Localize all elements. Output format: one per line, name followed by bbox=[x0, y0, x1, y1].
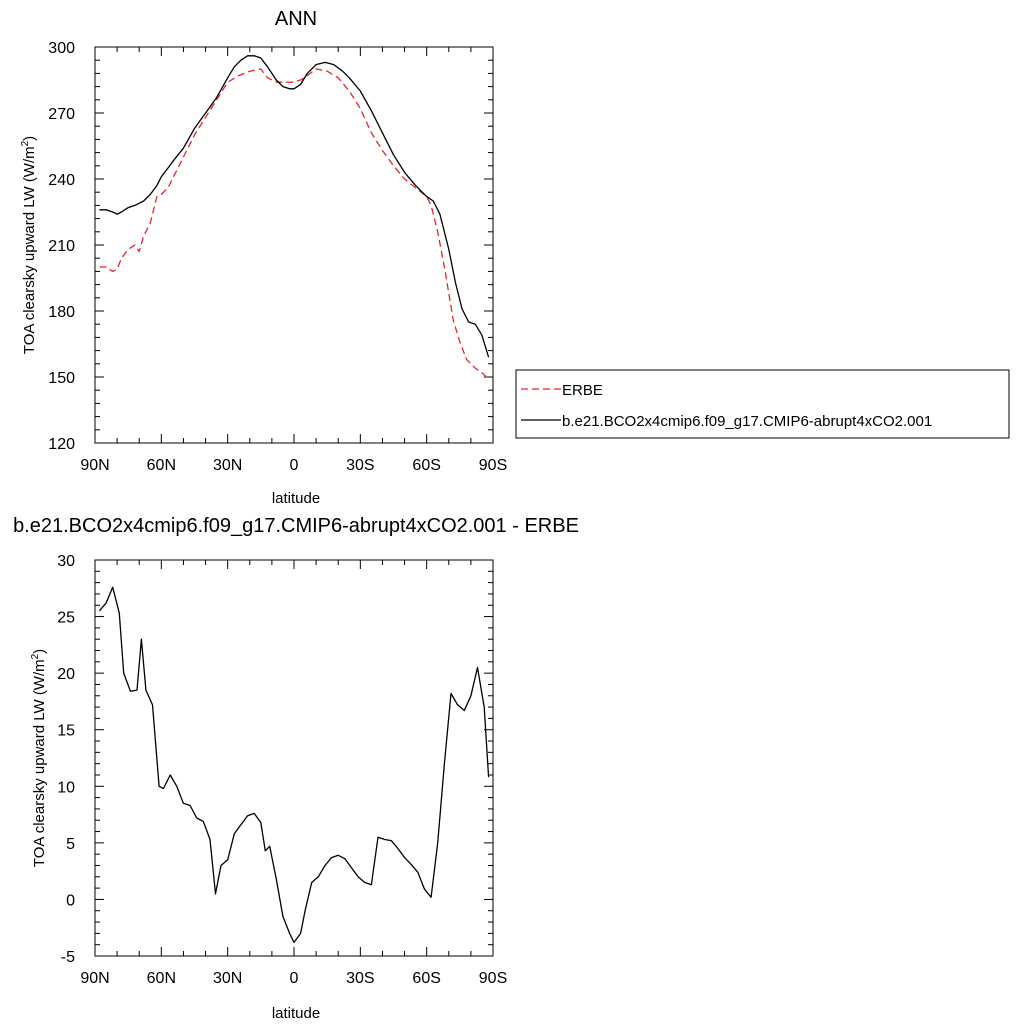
top-x-tick-label: 60N bbox=[147, 457, 176, 474]
top-y-axis-label: TOA clearsky upward LW (W/m2) bbox=[20, 136, 38, 354]
bottom-y-tick-label: 30 bbox=[57, 553, 75, 570]
top-series-line-model bbox=[99, 55, 490, 358]
bottom-x-tick-label: 90S bbox=[479, 970, 507, 987]
bottom-y-axis-label-main: TOA clearsky upward LW (W/m bbox=[31, 659, 48, 867]
bottom-x-tick-label: 90N bbox=[80, 970, 109, 987]
bottom-x-tick-label: 0 bbox=[290, 970, 299, 987]
bottom-y-tick-label: 25 bbox=[57, 610, 75, 627]
bottom-x-tick-label: 60N bbox=[147, 970, 176, 987]
top-x-tick-label: 90S bbox=[479, 457, 507, 474]
top-chart-title: ANN bbox=[275, 8, 317, 30]
bottom-y-tick-label: 5 bbox=[66, 836, 75, 853]
bottom-y-tick-label: 10 bbox=[57, 779, 75, 796]
bottom-y-axis-label: TOA clearsky upward LW (W/m2) bbox=[30, 649, 48, 867]
top-plot-frame bbox=[94, 46, 494, 444]
legend-box bbox=[515, 369, 1010, 439]
bottom-y-tick-label: 0 bbox=[66, 892, 75, 909]
top-y-tick-label: 210 bbox=[48, 238, 75, 255]
top-y-tick-label: 180 bbox=[48, 304, 75, 321]
top-panel: ANN 90N 60N 30N 0 30S 60S 90S 120 150 180 210 240 27… bbox=[20, 8, 507, 507]
bottom-y-tick-label: 20 bbox=[57, 666, 75, 683]
bottom-panel: b.e21.BCO2x4cmip6.f09_g17.CMIP6-abrupt4x… bbox=[13, 515, 579, 1022]
bottom-y-axis-label-sup: 2 bbox=[30, 653, 41, 659]
top-y-axis-label-close: ) bbox=[21, 136, 38, 141]
bottom-x-tick-label: 30N bbox=[213, 970, 242, 987]
top-y-axis-label-main: TOA clearsky upward LW (W/m bbox=[21, 146, 38, 354]
bottom-x-tick-label: 30S bbox=[346, 970, 374, 987]
bottom-x-tick-label: 60S bbox=[412, 970, 440, 987]
top-series-group bbox=[99, 55, 490, 380]
bottom-x-axis-label: latitude bbox=[272, 1005, 320, 1022]
top-x-tick-label: 30S bbox=[346, 457, 374, 474]
bottom-ticks: 90N 60N 30N 0 30S 60S 90S -5 0 5 10 15 20 25 30 bbox=[57, 553, 507, 987]
top-ticks: 90N 60N 30N 0 30S 60S 90S 120 150 180 210 240 270 300 bbox=[48, 40, 507, 474]
top-x-axis-label: latitude bbox=[272, 490, 320, 507]
legend-model-label: b.e21.BCO2x4cmip6.f09_g17.CMIP6-abrupt4x… bbox=[562, 413, 932, 430]
bottom-plot-frame bbox=[94, 559, 494, 957]
bottom-y-axis-label-close: ) bbox=[31, 649, 48, 654]
top-y-tick-label: 240 bbox=[48, 172, 75, 189]
top-series-line-erbe bbox=[99, 68, 490, 380]
top-y-tick-label: 120 bbox=[48, 436, 75, 453]
legend-erbe-label: ERBE bbox=[562, 382, 603, 399]
bottom-y-tick-label: 15 bbox=[57, 723, 75, 740]
bottom-y-tick-label: -5 bbox=[61, 949, 75, 966]
top-y-tick-label: 150 bbox=[48, 370, 75, 387]
top-x-tick-label: 60S bbox=[412, 457, 440, 474]
top-y-tick-label: 270 bbox=[48, 106, 75, 123]
top-x-tick-label: 30N bbox=[213, 457, 242, 474]
top-y-axis-label-sup: 2 bbox=[20, 140, 31, 146]
bottom-series-group bbox=[98, 586, 490, 944]
top-y-tick-label: 300 bbox=[48, 40, 75, 57]
top-x-tick-label: 90N bbox=[80, 457, 109, 474]
bottom-chart-title: b.e21.BCO2x4cmip6.f09_g17.CMIP6-abrupt4x… bbox=[13, 515, 579, 537]
legend: ERBE b.e21.BCO2x4cmip6.f09_g17.CMIP6-abr… bbox=[515, 369, 1010, 439]
bottom-series-line-model bbox=[98, 586, 490, 944]
top-x-tick-label: 0 bbox=[290, 457, 299, 474]
